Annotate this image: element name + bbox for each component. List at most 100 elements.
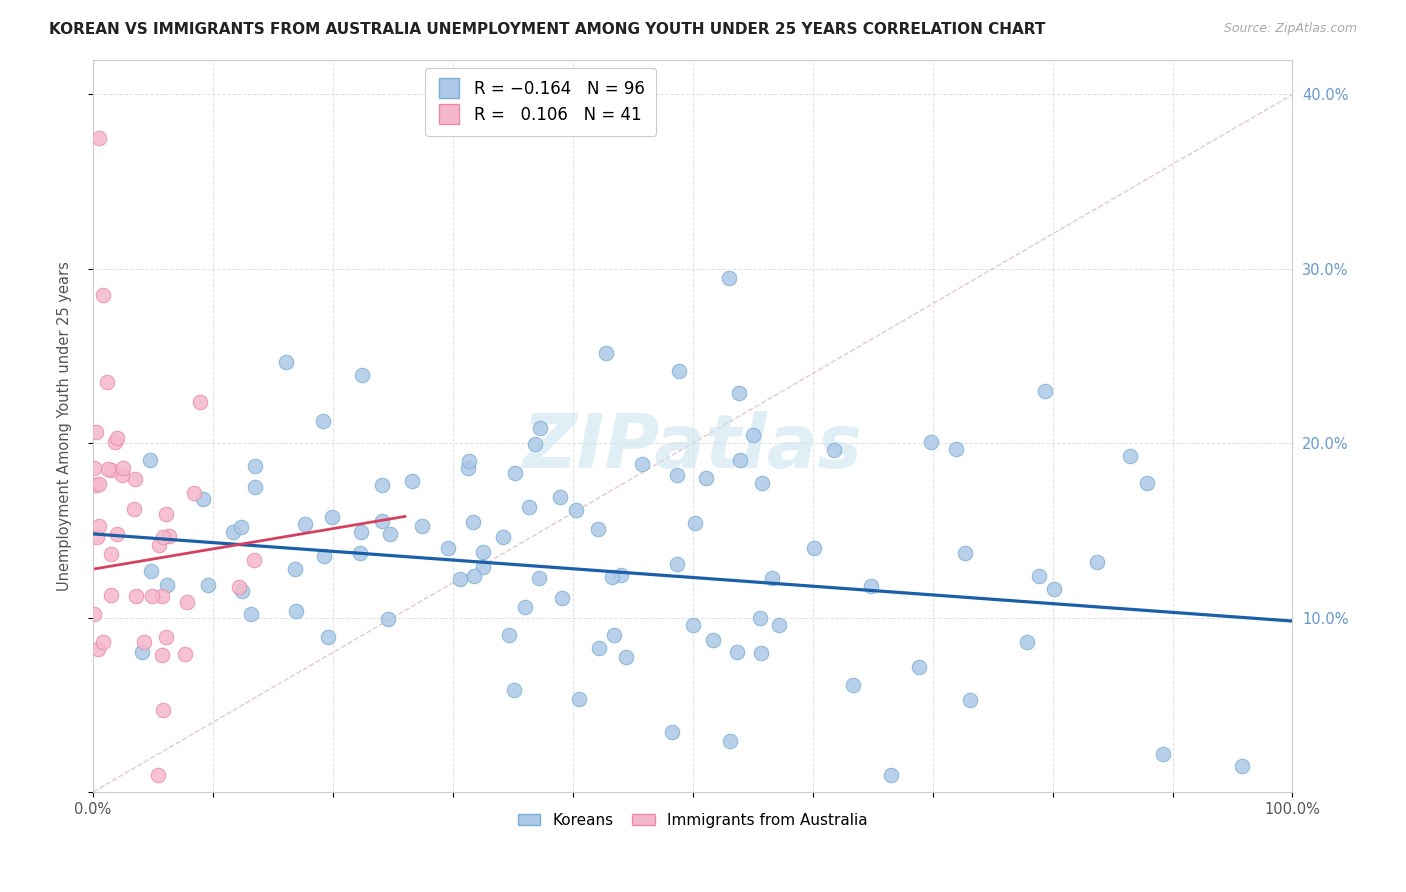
Point [616, 649, 638, 664]
Point [529, 571, 551, 585]
Point [565, 503, 588, 517]
Point [294, 517, 316, 532]
Point [1043, 582, 1066, 597]
Point [87, 131, 110, 145]
Point [595, 345, 617, 359]
Point [463, 569, 485, 583]
Point [600, 570, 623, 584]
Point [197, 578, 219, 592]
Point [377, 612, 399, 626]
Point [730, 453, 752, 467]
Point [124, 472, 146, 486]
Point [378, 527, 401, 541]
Point [193, 491, 215, 506]
Point [907, 659, 929, 673]
Point [156, 578, 179, 592]
Point [122, 502, 145, 516]
Point [349, 546, 371, 560]
Point [1136, 476, 1159, 491]
Point [524, 437, 547, 451]
Point [96, 375, 118, 389]
Point [953, 546, 976, 560]
Point [551, 591, 574, 605]
Point [718, 734, 741, 748]
Point [768, 618, 790, 632]
Point [150, 589, 173, 603]
Point [529, 420, 551, 434]
Point [243, 459, 266, 474]
Point [668, 364, 690, 378]
Point [148, 538, 170, 552]
Point [139, 453, 162, 467]
Point [661, 725, 683, 739]
Point [1033, 384, 1056, 399]
Point [437, 541, 460, 555]
Point [87, 518, 110, 533]
Point [1152, 747, 1174, 762]
Point [155, 507, 177, 521]
Point [463, 515, 485, 529]
Point [100, 589, 122, 603]
Point [91, 288, 114, 302]
Point [84, 478, 107, 492]
Point [1015, 634, 1038, 648]
Point [176, 595, 198, 609]
Point [312, 414, 335, 428]
Point [498, 628, 520, 642]
Point [411, 518, 433, 533]
Point [100, 547, 122, 561]
Text: ZIPatlas: ZIPatlas [523, 411, 863, 484]
Point [665, 467, 688, 482]
Point [702, 633, 724, 648]
Point [472, 560, 495, 574]
Point [84, 425, 107, 439]
Point [1232, 759, 1254, 773]
Point [683, 516, 706, 530]
Point [630, 457, 652, 471]
Point [321, 510, 343, 524]
Point [183, 486, 205, 500]
Point [665, 557, 688, 571]
Point [880, 767, 903, 781]
Point [588, 641, 610, 656]
Point [105, 431, 128, 445]
Point [243, 480, 266, 494]
Point [513, 599, 536, 614]
Point [141, 565, 163, 579]
Point [491, 530, 513, 544]
Point [568, 692, 591, 706]
Point [243, 553, 266, 567]
Point [860, 579, 883, 593]
Point [276, 354, 298, 368]
Point [502, 683, 524, 698]
Point [316, 630, 339, 644]
Point [761, 571, 783, 585]
Point [725, 645, 748, 659]
Point [1118, 449, 1140, 463]
Point [228, 580, 250, 594]
Point [749, 611, 772, 625]
Point [472, 544, 495, 558]
Point [449, 572, 471, 586]
Point [221, 525, 243, 540]
Point [152, 703, 174, 717]
Point [152, 530, 174, 544]
Point [97, 462, 120, 476]
Point [458, 453, 481, 467]
Point [842, 678, 865, 692]
Point [695, 470, 717, 484]
Point [823, 442, 845, 457]
Point [174, 647, 197, 661]
Point [920, 434, 942, 449]
Point [371, 514, 394, 528]
Point [959, 692, 981, 706]
Point [682, 618, 704, 632]
Text: KOREAN VS IMMIGRANTS FROM AUSTRALIA UNEMPLOYMENT AMONG YOUTH UNDER 25 YEARS CORR: KOREAN VS IMMIGRANTS FROM AUSTRALIA UNEM… [49, 22, 1046, 37]
Point [717, 270, 740, 285]
Point [103, 434, 125, 449]
Point [749, 646, 772, 660]
Point [111, 460, 134, 475]
Y-axis label: Unemployment Among Youth under 25 years: Unemployment Among Youth under 25 years [58, 260, 72, 591]
Point [125, 589, 148, 603]
Point [111, 467, 134, 482]
